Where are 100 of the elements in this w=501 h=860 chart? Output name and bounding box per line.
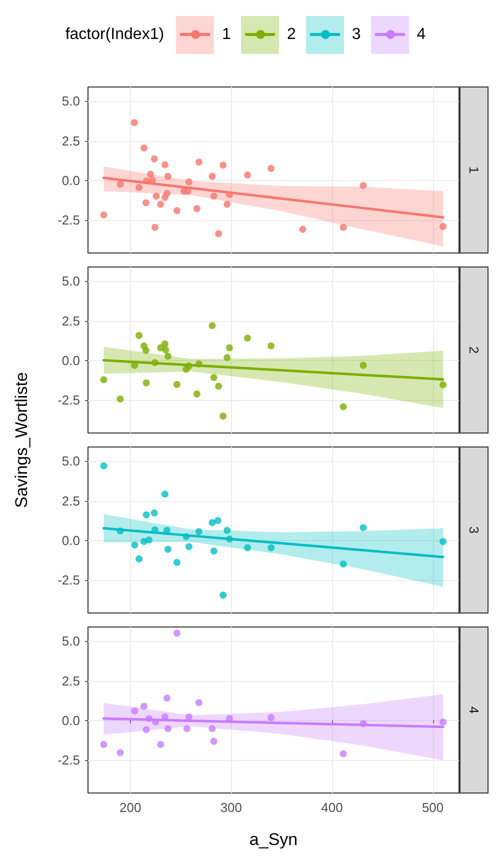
x-tick-label: 200 xyxy=(119,800,142,815)
y-tick-label: 5.0 xyxy=(62,634,80,649)
point xyxy=(224,354,231,362)
point xyxy=(440,538,447,546)
y-tick-label: 2.5 xyxy=(62,133,80,148)
point xyxy=(208,725,216,732)
y-tick-label: 0.0 xyxy=(62,172,80,188)
point xyxy=(142,511,150,518)
point xyxy=(157,200,164,208)
x-tick-label: 400 xyxy=(321,800,343,815)
point xyxy=(215,382,222,390)
point xyxy=(161,161,168,168)
point xyxy=(164,352,172,360)
point xyxy=(440,222,447,230)
point xyxy=(268,164,275,172)
x-axis-title: a_Syn xyxy=(249,830,298,849)
text: 1 xyxy=(466,166,482,174)
point xyxy=(340,224,347,231)
point xyxy=(193,205,200,212)
point xyxy=(208,322,216,330)
point xyxy=(210,192,218,200)
point xyxy=(140,144,148,152)
point xyxy=(150,509,158,516)
point xyxy=(100,740,108,748)
legend-label: 1 xyxy=(222,26,231,44)
point xyxy=(142,379,150,386)
point xyxy=(440,718,447,726)
point xyxy=(116,749,124,756)
point xyxy=(116,527,124,534)
point xyxy=(210,374,218,382)
point xyxy=(185,362,192,370)
point xyxy=(173,380,180,388)
point xyxy=(142,199,150,206)
point xyxy=(244,544,251,552)
line-series xyxy=(102,527,444,558)
text: 2 xyxy=(466,346,482,354)
point xyxy=(440,381,447,388)
point xyxy=(130,119,138,126)
point xyxy=(226,191,233,198)
point xyxy=(185,543,192,550)
point xyxy=(244,172,251,179)
point xyxy=(116,180,124,188)
line-series xyxy=(102,176,444,219)
point xyxy=(146,715,152,722)
y-tick-label: -2.5 xyxy=(58,392,80,408)
point xyxy=(142,177,150,184)
point xyxy=(152,192,160,200)
point xyxy=(142,726,150,734)
y-tick-label: 2.5 xyxy=(62,313,80,328)
y-tick-label: 0.0 xyxy=(62,532,80,548)
y-tick-label: 2.5 xyxy=(62,493,80,508)
point xyxy=(100,462,108,470)
point xyxy=(161,490,168,498)
y-tick-label: -2.5 xyxy=(58,212,80,228)
legend-title: factor(Index1) xyxy=(65,26,164,44)
x-tick-label: 500 xyxy=(422,800,444,815)
text: 3 xyxy=(466,526,482,534)
point xyxy=(131,707,138,714)
y-tick-label: 0.0 xyxy=(62,352,80,368)
point xyxy=(224,200,231,208)
y-tick-label: 2.5 xyxy=(62,673,80,688)
point xyxy=(182,533,190,540)
point xyxy=(136,332,143,339)
point xyxy=(164,725,172,732)
point xyxy=(157,740,164,748)
point xyxy=(220,162,227,169)
point xyxy=(148,176,156,184)
point xyxy=(195,158,202,166)
point xyxy=(161,194,168,201)
legend-label: 3 xyxy=(352,26,361,44)
point xyxy=(226,344,233,352)
point xyxy=(142,346,150,354)
point xyxy=(268,544,275,552)
point xyxy=(340,403,347,410)
point xyxy=(163,526,170,534)
point xyxy=(340,560,347,568)
point xyxy=(173,630,180,637)
point xyxy=(360,182,367,189)
point xyxy=(185,178,192,186)
y-tick-label: 5.0 xyxy=(62,274,80,289)
y-tick-label: 0.0 xyxy=(62,712,80,728)
point xyxy=(210,738,218,745)
point xyxy=(173,207,180,214)
point xyxy=(147,170,154,178)
legend-label: 2 xyxy=(286,26,296,44)
y-axis-title: Savings_Wortliste xyxy=(12,372,32,508)
point xyxy=(185,713,192,720)
point xyxy=(184,188,192,195)
point xyxy=(195,699,202,706)
y-tick-label: -2.5 xyxy=(58,752,80,768)
point xyxy=(193,390,200,398)
point xyxy=(136,555,143,562)
point xyxy=(152,718,160,726)
point xyxy=(100,376,108,384)
y-tick-label: -2.5 xyxy=(58,572,80,588)
point xyxy=(151,359,158,366)
point xyxy=(210,548,218,555)
point xyxy=(220,412,227,420)
point xyxy=(220,592,227,599)
point xyxy=(299,226,306,233)
